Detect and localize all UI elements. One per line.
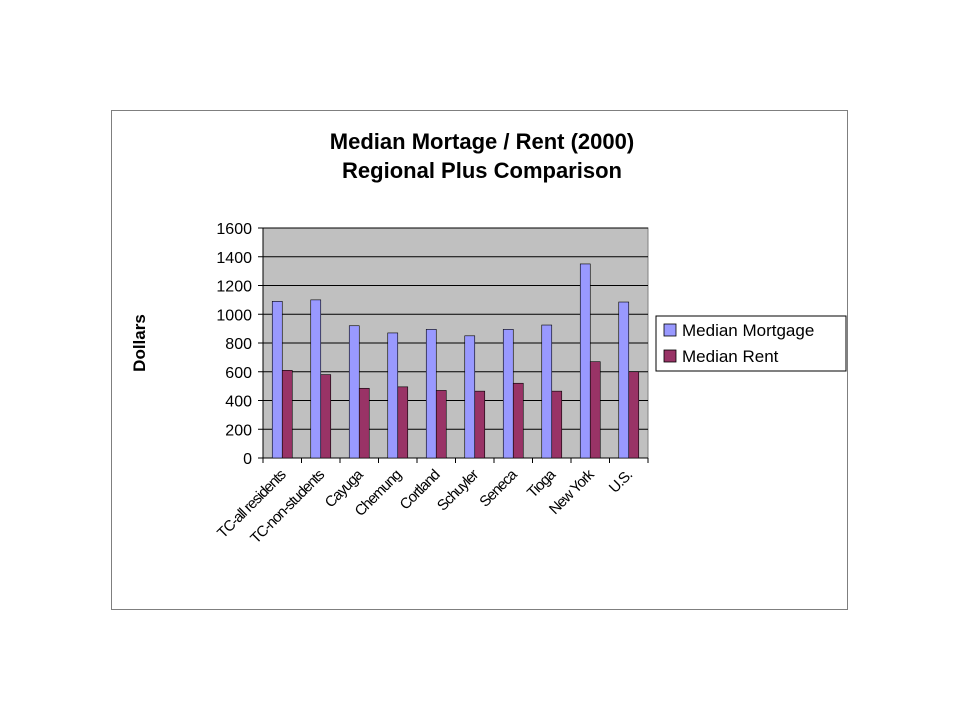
bar-mortgage bbox=[579, 263, 591, 459]
bar-rent bbox=[589, 361, 601, 459]
chart-title-line: Regional Plus Comparison bbox=[342, 158, 622, 183]
legend-label: Median Rent bbox=[682, 347, 779, 366]
chart-frame: Median Mortage / Rent (2000) Regional Plu… bbox=[111, 110, 848, 610]
x-category-label: Schuyler bbox=[434, 466, 482, 514]
bar-mortgage bbox=[502, 329, 514, 459]
y-tick-label: 400 bbox=[225, 394, 252, 411]
y-tick-label: 0 bbox=[243, 451, 252, 468]
legend-label: Median Mortgage bbox=[682, 321, 814, 340]
y-tick-label: 800 bbox=[225, 336, 252, 353]
legend-box bbox=[655, 315, 847, 372]
bar-chart: Median Mortage / Rent (2000) Regional Plu… bbox=[130, 129, 847, 547]
bar-rent bbox=[281, 370, 293, 459]
bar-mortgage bbox=[618, 301, 630, 459]
bar-mortgage bbox=[387, 332, 399, 459]
x-category-label: Tioga bbox=[524, 466, 560, 502]
legend-swatch bbox=[663, 323, 677, 337]
bar-mortgage bbox=[348, 325, 360, 459]
bar-mortgage bbox=[310, 299, 322, 459]
bar-rent bbox=[512, 382, 524, 459]
y-tick-label: 200 bbox=[225, 422, 252, 439]
bar-rent bbox=[551, 390, 563, 459]
bar-rent bbox=[358, 387, 370, 459]
x-category-label: Seneca bbox=[476, 466, 521, 511]
y-axis-label: Dollars bbox=[130, 314, 149, 372]
x-category-label: U.S. bbox=[606, 467, 636, 497]
bar-mortgage bbox=[425, 329, 437, 459]
bar-rent bbox=[474, 390, 486, 459]
y-tick-label: 1600 bbox=[216, 221, 252, 238]
bar-mortgage bbox=[541, 324, 553, 459]
y-tick-label: 1400 bbox=[216, 250, 252, 267]
y-tick-label: 1000 bbox=[216, 307, 252, 324]
bar-rent bbox=[397, 386, 409, 459]
bar-rent bbox=[628, 371, 640, 459]
bar-mortgage bbox=[464, 335, 476, 459]
bar-rent bbox=[435, 390, 447, 459]
y-tick-label: 1200 bbox=[216, 279, 252, 296]
bar-rent bbox=[320, 374, 332, 459]
chart-title-line: Median Mortage / Rent (2000) bbox=[330, 129, 634, 154]
bar-mortgage bbox=[271, 301, 283, 459]
y-tick-label: 600 bbox=[225, 365, 252, 382]
x-category-label: New York bbox=[546, 466, 598, 518]
legend-swatch bbox=[663, 349, 677, 363]
